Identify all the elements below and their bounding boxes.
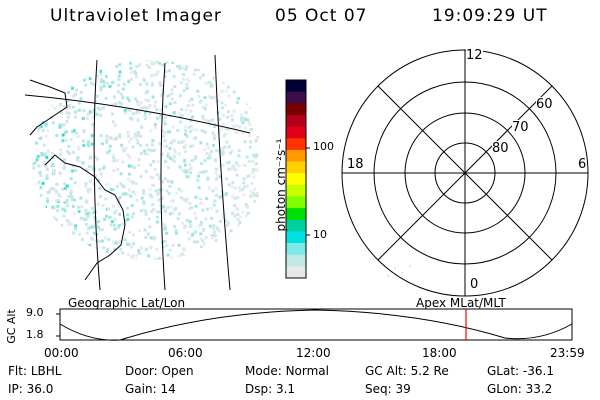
colorbar-segment [286, 243, 306, 256]
time-label: 19:09:29 UT [432, 6, 548, 26]
status-ip: IP: 36.0 [8, 382, 54, 396]
status-door: Door: Open [125, 364, 194, 378]
mlt-label-bottom: 0 [470, 277, 479, 292]
status-mode: Mode: Normal [245, 364, 329, 378]
colorbar-segment [286, 173, 306, 186]
alt-ytick-high: 9.0 [26, 306, 44, 319]
xtick-12: 12:00 [296, 346, 331, 360]
colorbar-tick-10: 10 [313, 228, 327, 241]
date-label: 05 Oct 07 [275, 6, 368, 26]
colorbar-segment [286, 254, 306, 267]
polar-label: Apex MLat/MLT [416, 296, 506, 310]
status-flt: Flt: LBHL [8, 364, 62, 378]
colorbar-segment [286, 149, 306, 163]
status-gain: Gain: 14 [125, 382, 176, 396]
xtick-2359: 23:59 [550, 346, 585, 360]
aurora-intensity-speckle [32, 60, 260, 260]
aurora-speckle-polar [387, 265, 411, 277]
colorbar-unit-label: photon cm⁻²s⁻¹ [274, 138, 288, 232]
polar-mlat-mlt-panel [341, 49, 589, 297]
xtick-18: 18:00 [422, 346, 457, 360]
mlt-label-left: 18 [347, 157, 364, 172]
mlt-label-right: 6 [578, 157, 587, 172]
lat-lon-grid [25, 55, 251, 290]
altitude-curve [59, 309, 573, 341]
colorbar-segment [286, 208, 306, 221]
colorbar-segment [286, 219, 306, 232]
colorbar-segment [286, 161, 306, 174]
mlat-label-70: 70 [512, 120, 529, 135]
status-glon: GLon: 33.2 [487, 382, 553, 396]
colorbar-segment [286, 80, 306, 93]
alt-ylabel: GC Alt [4, 309, 18, 344]
colorbar-segment [286, 266, 306, 279]
colorbar-segment [286, 184, 306, 197]
geographic-image-panel [25, 55, 260, 290]
status-seq: Seq: 39 [365, 382, 411, 396]
colorbar-tick-100: 100 [313, 140, 334, 153]
colorbar-segment [286, 138, 306, 151]
mlt-label-top: 12 [466, 48, 483, 63]
colorbar-segment [286, 196, 306, 209]
xtick-00: 00:00 [44, 346, 79, 360]
colorbar [285, 79, 310, 279]
colorbar-segment [286, 114, 306, 128]
alt-ytick-low: 1.8 [26, 328, 44, 341]
status-glat: GLat: -36.1 [487, 364, 554, 378]
mlat-label-60: 60 [536, 97, 553, 112]
mlat-label-80: 80 [492, 141, 509, 156]
colorbar-segment [286, 103, 306, 116]
status-dsp: Dsp: 3.1 [245, 382, 296, 396]
xtick-06: 06:00 [168, 346, 203, 360]
instrument-title: Ultraviolet Imager [50, 6, 222, 26]
colorbar-segment [286, 91, 306, 104]
geographic-label: Geographic Lat/Lon [68, 296, 186, 310]
colorbar-segment [286, 231, 306, 244]
coastline [29, 79, 126, 281]
colorbar-segment [286, 126, 306, 139]
status-gc-alt: GC Alt: 5.2 Re [365, 364, 449, 378]
gc-altitude-plot [56, 308, 573, 341]
